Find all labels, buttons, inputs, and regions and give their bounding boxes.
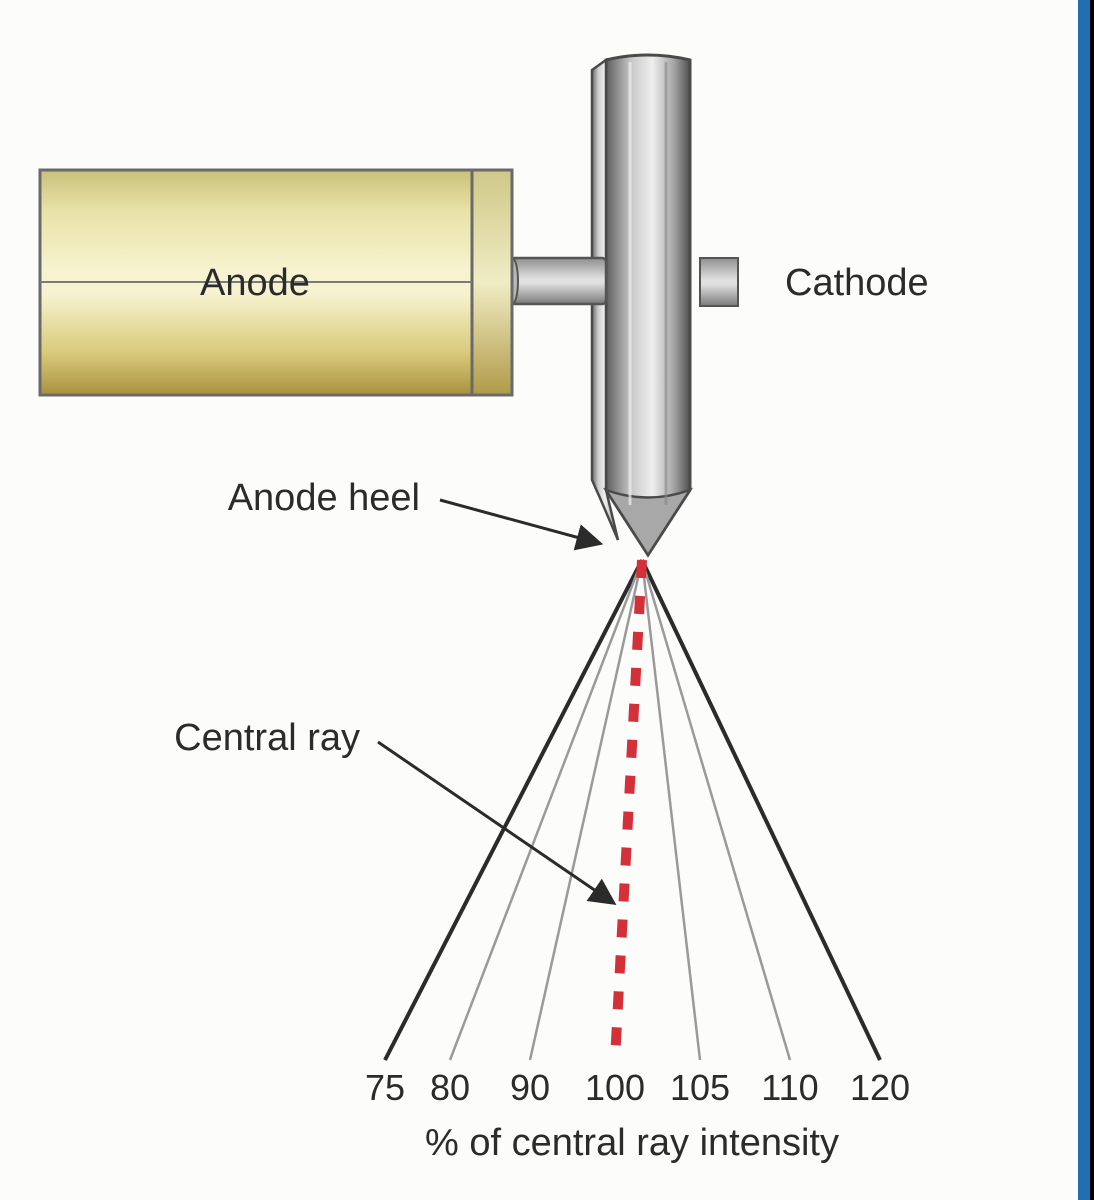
diagram-frame: Anode Cathode Anode heel Central ray 75 … xyxy=(0,0,1094,1200)
tick-2: 90 xyxy=(510,1067,550,1108)
tick-6: 120 xyxy=(850,1067,910,1108)
central-ray-leader xyxy=(378,742,612,902)
ray-fan xyxy=(385,560,880,1060)
anode-disc xyxy=(592,55,690,555)
cathode-stub xyxy=(700,258,738,306)
tick-1: 80 xyxy=(430,1067,470,1108)
tick-5: 110 xyxy=(761,1067,818,1108)
central-ray-label: Central ray xyxy=(174,717,360,759)
intensity-ticks: 75 80 90 100 105 110 120 xyxy=(365,1067,910,1108)
cathode-label: Cathode xyxy=(785,262,929,304)
anode-heel-label: Anode heel xyxy=(228,477,420,519)
tick-0: 75 xyxy=(365,1067,405,1108)
tick-4: 105 xyxy=(670,1067,730,1108)
tick-3: 100 xyxy=(585,1067,645,1108)
anode-heel-diagram: Anode Cathode Anode heel Central ray 75 … xyxy=(0,0,1082,1200)
anode-label: Anode xyxy=(200,262,310,304)
axis-label: % of central ray intensity xyxy=(425,1122,839,1164)
page-right-accent xyxy=(1078,0,1090,1200)
anode-heel-leader xyxy=(440,500,598,543)
anode-shaft xyxy=(506,258,606,304)
central-ray-line xyxy=(615,560,642,1060)
